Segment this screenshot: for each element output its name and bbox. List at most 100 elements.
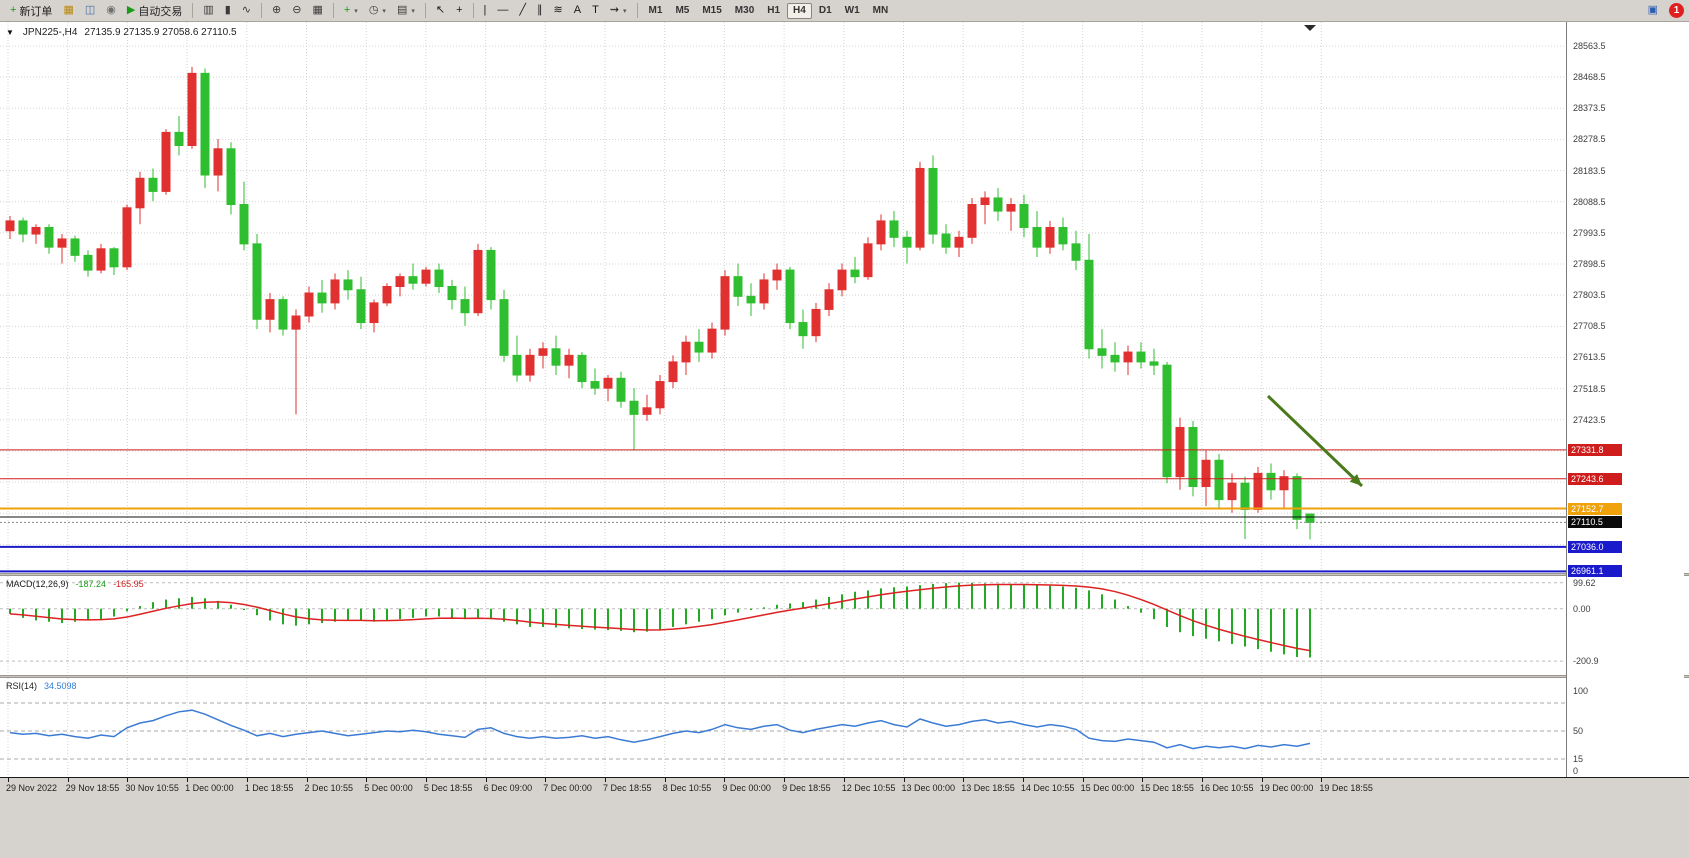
timeframe-h4-button[interactable]: H4 [787,2,812,19]
arrows-button[interactable]: ⇝ ▾ [605,2,632,20]
price-axis-label: 27993.5 [1573,227,1606,238]
horizontal-line-button[interactable]: — [492,2,513,20]
time-axis-tick [784,778,786,782]
timeframe-mn-button[interactable]: MN [867,3,895,19]
channel-icon: ∥ [537,4,543,16]
macd-axis-label: 0.00 [1573,603,1591,614]
macd-header: MACD(12,26,9) -187.24 -165.95 [6,579,144,589]
timeframe-h1-button-label: H1 [767,5,781,16]
main-toolbar: + 新订单 ▦ ◫ ◉ ▶ 自动交易 ▥ ▮ ∿ ⊕ ⊖ ▦ + ▾ ◷ ▾ ▤ ▾ ↖ + | — ╱ ∥ ≋ A T ⇝ ▾ M1 M5 M… [0,0,1689,22]
templates-button[interactable]: ▤ ▾ [392,2,420,20]
fibonacci-button[interactable]: ≋ [549,2,568,20]
templates-icon: ▤ [396,4,408,16]
macd-panel-canvas[interactable] [0,576,1566,675]
price-axis-label: 28278.5 [1573,134,1606,145]
zoom-out-button[interactable]: ⊖ [287,2,306,20]
panel-separator[interactable] [0,573,1689,576]
time-axis-label: 29 Nov 2022 [6,783,58,793]
time-axis-label: 12 Dec 10:55 [841,783,896,793]
time-axis-label: 9 Dec 18:55 [782,783,831,793]
time-axis-tick [1142,778,1144,782]
toolbar-separator [332,3,334,18]
price-axis-label: 27613.5 [1573,352,1606,363]
time-axis-label: 14 Dec 10:55 [1020,783,1075,793]
time-axis-tick [1321,778,1323,782]
vertical-line-button[interactable]: | [479,2,492,20]
time-axis-label: 8 Dec 10:55 [662,783,712,793]
price-axis-label: 28373.5 [1573,103,1606,114]
timeframe-m5-button-label: M5 [675,5,690,16]
chart-menu-icon[interactable]: ▼ [6,28,14,37]
time-axis-label: 7 Dec 18:55 [603,783,652,793]
macd-axis-label: -200.9 [1573,656,1599,667]
new-order-button-label: 新订单 [19,5,53,18]
time-axis-tick [246,778,248,782]
price-axis[interactable]: 28563.5 28468.5 28373.5 28278.5 28183.5 28088… [1566,22,1684,777]
time-axis-tick [366,778,368,782]
zoom-in-button[interactable]: ⊕ [267,2,286,20]
trendline-button[interactable]: ╱ [514,2,531,20]
bar-chart-button[interactable]: ▥ [198,2,218,20]
timeframe-m30-button-label: M30 [734,5,755,16]
new-order-button[interactable]: + 新订单 [5,2,57,20]
time-axis-label: 16 Dec 10:55 [1200,783,1254,793]
cursor-button[interactable]: ↖ [431,2,450,20]
price-axis-label: 27518.5 [1573,383,1606,394]
timeframe-d1-button[interactable]: D1 [813,3,838,19]
channel-button[interactable]: ∥ [532,2,548,20]
time-axis-label: 29 Nov 18:55 [65,783,120,793]
crosshair-button[interactable]: + [451,2,467,20]
indicators-icon: + [343,4,351,16]
candlestick-chart-button[interactable]: ▮ [220,2,236,20]
chevron-down-icon: ▾ [411,7,415,15]
rsi-axis-label: 50 [1573,726,1584,736]
time-axis[interactable]: 29 Nov 2022 29 Nov 18:55 30 Nov 10:55 1 Dec… [0,777,1689,858]
autotrade-button[interactable]: ▶ 自动交易 [122,2,187,20]
price-axis-label: 28563.5 [1573,41,1606,51]
toolbar-separator [636,3,638,18]
time-axis-tick [1082,778,1084,782]
panel-separator[interactable] [0,675,1689,678]
timeframe-w1-button[interactable]: W1 [839,3,866,19]
macd-axis-label: 99.62 [1573,577,1596,588]
time-axis-label: 1 Dec 00:00 [185,783,234,793]
time-axis-label: 7 Dec 00:00 [543,783,592,793]
zoom-in-icon: ⊕ [272,4,282,16]
price-axis-label: 27898.5 [1573,259,1606,270]
price-line-badge: 26961.1 [1568,565,1622,578]
timeframe-m15-button[interactable]: M15 [696,3,727,19]
arrows-icon: ⇝ [609,4,620,16]
charts-grid-icon: ▦ [63,4,74,16]
charts-grid-button[interactable]: ▦ [58,2,78,20]
rsi-panel-canvas[interactable] [0,678,1566,777]
periods-button[interactable]: ◷ ▾ [364,2,391,20]
indicators-button[interactable]: + ▾ [339,2,363,20]
line-chart-button[interactable]: ∿ [237,2,256,20]
news-button[interactable]: ▣ [1643,2,1663,20]
timeframe-m1-button[interactable]: M1 [643,3,669,19]
main-chart-canvas[interactable] [0,22,1566,573]
time-axis-tick [903,778,905,782]
text-button[interactable]: A [569,2,586,20]
price-axis-label: 27423.5 [1573,414,1606,425]
time-axis-tick [843,778,845,782]
timeframe-m30-button[interactable]: M30 [729,3,760,19]
time-axis-tick [724,778,726,782]
time-axis-tick [1022,778,1024,782]
chart-window[interactable]: 28563.5 28468.5 28373.5 28278.5 28183.5 28088… [0,22,1689,858]
timeframe-w1-button-label: W1 [844,5,860,16]
timeframe-m5-button[interactable]: M5 [669,3,695,19]
time-axis-tick [127,778,129,782]
rsi-value: 34.5098 [44,681,77,691]
time-axis-tick [963,778,965,782]
market-watch-button[interactable]: ◫ [80,2,100,20]
trend-arrow-annotation[interactable] [1266,394,1364,488]
toolbar-separator [261,3,263,18]
timeframe-h4-button-label: H4 [793,5,806,16]
tile-windows-button[interactable]: ▦ [307,2,327,20]
timeframe-h1-button[interactable]: H1 [761,3,786,19]
toolbar-separator [424,3,426,18]
text-label-button[interactable]: T [587,2,604,20]
notification-badge[interactable]: 1 [1669,3,1684,18]
alerts-button[interactable]: ◉ [101,2,121,20]
